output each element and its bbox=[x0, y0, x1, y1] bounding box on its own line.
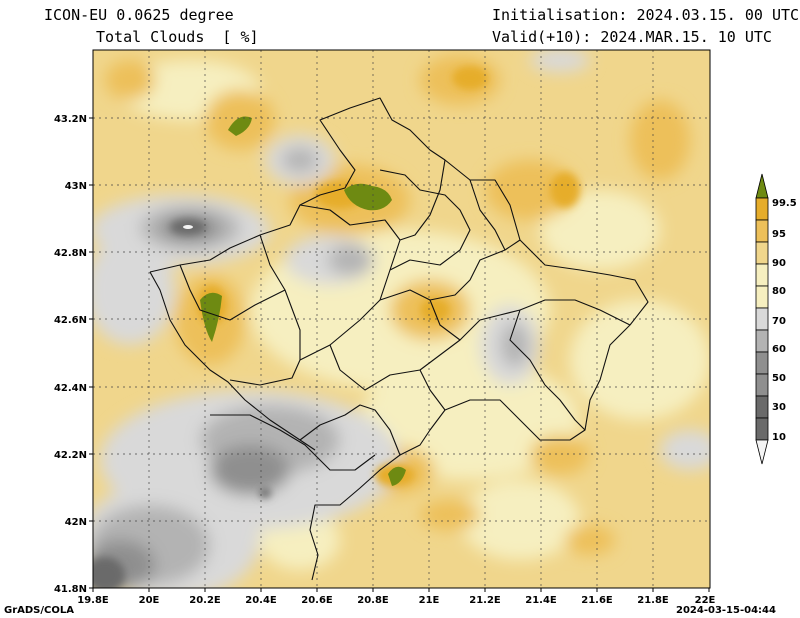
valid-time: Valid(+10): 2024.MAR.15. 10 UTC bbox=[492, 28, 772, 46]
colorbar-box bbox=[755, 417, 769, 441]
render-timestamp: 2024-03-15-04:44 bbox=[676, 605, 776, 616]
region-border bbox=[419, 369, 446, 411]
colorbar-box bbox=[755, 329, 769, 353]
region-border bbox=[179, 264, 286, 321]
region-border bbox=[469, 179, 506, 251]
x-tick-label: 21.4E bbox=[525, 595, 557, 606]
x-tick-label: 19.8E bbox=[77, 595, 109, 606]
colorbar-label: 90 bbox=[772, 258, 786, 269]
borders bbox=[149, 97, 649, 581]
y-tick-label: 42.8N bbox=[54, 248, 87, 259]
y-tick-label: 43N bbox=[65, 181, 87, 192]
colorbar-box bbox=[755, 307, 769, 331]
x-tick-label: 21.2E bbox=[469, 595, 501, 606]
colorbar-box bbox=[755, 197, 769, 221]
grid-lines bbox=[93, 50, 710, 588]
region-border bbox=[329, 339, 461, 391]
region-border bbox=[379, 169, 471, 271]
y-tick-label: 42.6N bbox=[54, 315, 87, 326]
colorbar-label: 30 bbox=[772, 402, 786, 413]
colorbar-label: 70 bbox=[772, 316, 786, 327]
region-border bbox=[509, 309, 586, 431]
region-border bbox=[299, 404, 401, 456]
x-tick-label: 21E bbox=[419, 595, 440, 606]
x-tick-label: 20.2E bbox=[189, 595, 221, 606]
x-tick-label: 20.6E bbox=[301, 595, 333, 606]
x-tick-label: 21.6E bbox=[581, 595, 613, 606]
national-border bbox=[210, 414, 376, 471]
colorbar-label: 60 bbox=[772, 344, 786, 355]
x-axis bbox=[92, 588, 710, 592]
region-border bbox=[429, 299, 631, 341]
colorbar-label: 99.5 bbox=[772, 198, 797, 209]
colorbar-box bbox=[755, 351, 769, 375]
y-tick-label: 42N bbox=[65, 517, 87, 528]
colorbar-box bbox=[755, 395, 769, 419]
colorbar-label: 50 bbox=[772, 373, 786, 384]
y-tick-label: 43.2N bbox=[54, 114, 87, 125]
y-tick-label: 42.4N bbox=[54, 383, 87, 394]
x-tick-label: 20.4E bbox=[245, 595, 277, 606]
colorbar-box bbox=[755, 219, 769, 243]
x-tick-label: 20E bbox=[139, 595, 160, 606]
y-axis bbox=[89, 117, 93, 589]
region-border bbox=[399, 159, 446, 241]
x-tick-label: 21.8E bbox=[637, 595, 669, 606]
colorbar-top-arrow bbox=[755, 173, 769, 199]
colorbar-label: 80 bbox=[772, 286, 786, 297]
cloud-field bbox=[93, 50, 710, 588]
y-tick-label: 41.8N bbox=[54, 584, 87, 595]
colorbar-bottom-arrow bbox=[755, 439, 769, 465]
colorbar-label: 95 bbox=[772, 229, 786, 240]
y-tick-label: 42.2N bbox=[54, 450, 87, 461]
colorbar-box bbox=[755, 373, 769, 397]
variable-title: Total Clouds [ %] bbox=[96, 28, 259, 46]
initialisation-time: Initialisation: 2024.03.15. 00 UTC bbox=[492, 6, 800, 24]
national-border bbox=[149, 97, 649, 581]
x-tick-label: 22E bbox=[695, 595, 716, 606]
colorbar bbox=[755, 173, 769, 465]
colorbar-box bbox=[755, 263, 769, 287]
x-tick-label: 20.8E bbox=[357, 595, 389, 606]
colorbar-box bbox=[755, 285, 769, 309]
model-title: ICON-EU 0.0625 degree bbox=[44, 6, 234, 24]
colorbar-box bbox=[755, 241, 769, 265]
colorbar-label: 10 bbox=[772, 432, 786, 443]
national-border bbox=[149, 271, 316, 451]
grads-credit: GrADS/COLA bbox=[4, 605, 74, 616]
region-border bbox=[379, 239, 521, 301]
